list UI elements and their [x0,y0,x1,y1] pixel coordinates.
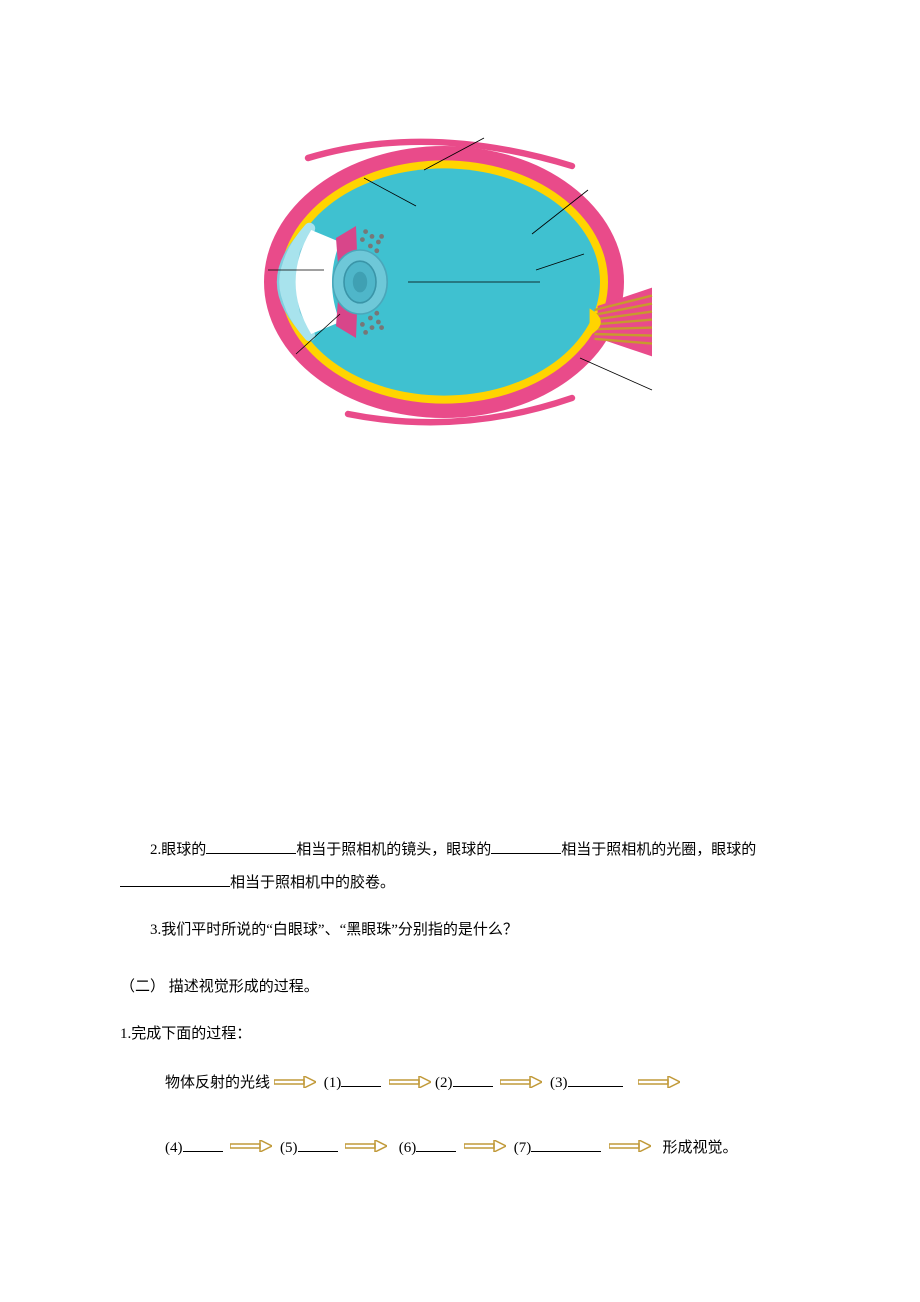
blank-flow-4[interactable] [183,1137,223,1152]
eye-diagram-container [140,80,700,460]
blank-flow-6[interactable] [416,1137,456,1152]
flow-num-1: (1) [324,1075,342,1091]
section-2-title: （二） 描述视觉形成的过程。 [120,971,800,1004]
question-2: 2.眼球的 相当于照相机的镜头，眼球的 相当于照相机的光圈，眼球的相当于照相机中的胶… [120,834,800,900]
blank-flow-7[interactable] [531,1137,601,1152]
flow-line-2: (4) (5) (6) (7) 形成视觉。 [120,1130,800,1167]
section-2: （二） 描述视觉形成的过程。 1.完成下面的过程： 物体反射的光线 (1) (2… [120,971,800,1166]
q2-mid2: 相当于照相机的光圈，眼球的 [561,842,756,858]
lens-core [353,272,367,293]
blank-lens[interactable] [206,839,296,854]
flow-num-3: (3) [550,1075,568,1091]
blank-film[interactable] [120,872,230,887]
arrow-icon [609,1130,651,1166]
arrow-icon [274,1066,316,1102]
section-2-q1: 1.完成下面的过程： [120,1018,800,1051]
blank-aperture[interactable] [491,839,561,854]
flow-num-7: (7) [514,1140,532,1156]
vertical-gap [120,460,800,820]
blank-flow-5[interactable] [298,1137,338,1152]
flow-start-text: 物体反射的光线 [165,1075,270,1091]
flow-line-1: 物体反射的光线 (1) (2) (3) [120,1065,800,1102]
blank-flow-2[interactable] [453,1072,493,1087]
arrow-icon [464,1130,506,1166]
q2-suffix: 相当于照相机中的胶卷。 [230,875,395,891]
flow-num-5: (5) [280,1140,298,1156]
q2-mid1: 相当于照相机的镜头，眼球的 [296,842,491,858]
arrow-icon [638,1066,680,1102]
arrow-icon [500,1066,542,1102]
blank-flow-1[interactable] [341,1072,381,1087]
flow-num-4: (4) [165,1140,183,1156]
arrow-icon [389,1066,431,1102]
flow-num-2: (2) [435,1075,453,1091]
eye-cross-section-svg [140,80,700,460]
arrow-icon [230,1130,272,1166]
flow-num-6: (6) [399,1140,417,1156]
question-3: 3.我们平时所说的“白眼球”、“黑眼珠”分别指的是什么？ [120,914,800,947]
blank-flow-3[interactable] [568,1072,623,1087]
q2-prefix: 2.眼球的 [150,842,206,858]
arrow-icon [345,1130,387,1166]
flow-end-text: 形成视觉。 [663,1140,738,1156]
